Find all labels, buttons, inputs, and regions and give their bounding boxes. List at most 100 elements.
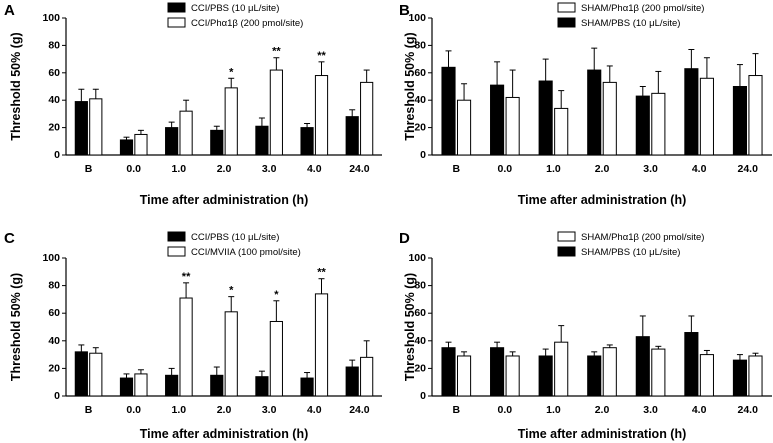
bar xyxy=(314,75,329,156)
bar xyxy=(179,110,193,156)
panel-label: C xyxy=(4,230,15,247)
bar xyxy=(699,77,714,156)
x-tick-label: 2.0 xyxy=(595,163,610,175)
y-tick-label: 60 xyxy=(48,67,60,79)
x-tick-label: B xyxy=(452,163,460,175)
x-tick-label: 3.0 xyxy=(643,163,658,175)
bar xyxy=(119,139,134,156)
y-tick-label: 40 xyxy=(414,94,426,106)
y-axis-title: Threshold 50% (g) xyxy=(9,32,23,140)
x-tick-label: 1.0 xyxy=(546,163,561,175)
bar xyxy=(269,320,283,397)
bar xyxy=(651,92,666,156)
y-tick-label: 100 xyxy=(42,12,60,24)
legend-label: CCI/Phα1β (200 pmol/site) xyxy=(191,18,303,29)
x-tick-label: 24.0 xyxy=(349,404,370,416)
bar xyxy=(345,366,359,397)
legend-swatch xyxy=(557,231,576,242)
bar xyxy=(602,81,617,156)
legend-label: SHAM/PBS (10 μL/site) xyxy=(581,247,680,258)
y-axis-title: Threshold 50% (g) xyxy=(403,273,417,381)
y-tick-label: 0 xyxy=(420,149,426,161)
bar xyxy=(224,87,238,156)
y-tick-label: 60 xyxy=(48,307,60,319)
bar xyxy=(89,98,103,156)
bar xyxy=(457,355,472,397)
y-tick-label: 80 xyxy=(414,39,426,51)
significance-marker: ** xyxy=(317,50,326,62)
y-axis-title: Threshold 50% (g) xyxy=(9,273,23,381)
y-tick-label: 20 xyxy=(414,122,426,134)
bar xyxy=(269,69,283,156)
significance-marker: ** xyxy=(317,267,326,279)
legend-swatch xyxy=(167,17,186,28)
bar xyxy=(210,374,224,397)
bar xyxy=(210,129,224,156)
bar xyxy=(699,354,714,397)
panel-label: A xyxy=(4,2,15,19)
y-tick-label: 100 xyxy=(42,252,60,264)
x-axis-title: Time after administration (h) xyxy=(518,427,687,441)
x-tick-label: 4.0 xyxy=(307,404,322,416)
bar xyxy=(89,352,103,397)
bar xyxy=(538,80,553,156)
legend-label: CCI/MVIIA (100 pmol/site) xyxy=(191,247,301,258)
bar xyxy=(300,127,314,156)
x-axis-title: Time after administration (h) xyxy=(140,193,309,207)
y-tick-label: 40 xyxy=(48,94,60,106)
legend-label: SHAM/Phα1β (200 pmol/site) xyxy=(581,3,704,14)
x-tick-label: 1.0 xyxy=(172,404,187,416)
y-tick-label: 0 xyxy=(420,390,426,402)
x-tick-label: B xyxy=(85,163,93,175)
bar xyxy=(538,355,553,397)
x-tick-label: 0.0 xyxy=(126,163,141,175)
bar xyxy=(134,373,148,397)
legend-swatch xyxy=(557,17,576,28)
x-tick-label: 0.0 xyxy=(498,163,513,175)
bar xyxy=(635,95,650,156)
y-tick-label: 20 xyxy=(48,122,60,134)
legend-swatch xyxy=(557,2,576,13)
legend-label: SHAM/Phα1β (200 pmol/site) xyxy=(581,232,704,243)
y-tick-label: 80 xyxy=(48,39,60,51)
bar xyxy=(360,81,374,156)
bar xyxy=(255,376,269,397)
bar xyxy=(360,356,374,397)
y-axis-title: Threshold 50% (g) xyxy=(403,32,417,140)
bar xyxy=(651,348,666,397)
chart-panel-a: A Threshold 50% (g) 0 20 40 60 80 100 B 0.0 1.0 2.0… xyxy=(4,2,382,207)
x-tick-label: 0.0 xyxy=(498,404,513,416)
y-tick-label: 100 xyxy=(408,252,426,264)
panel-label: D xyxy=(399,230,410,247)
bar xyxy=(587,69,602,156)
x-tick-label: 3.0 xyxy=(262,163,277,175)
bar xyxy=(165,374,179,397)
legend-label: SHAM/PBS (10 μL/site) xyxy=(581,18,680,29)
bar xyxy=(748,355,763,397)
x-axis-title: Time after administration (h) xyxy=(140,427,309,441)
bar xyxy=(179,297,193,397)
y-tick-label: 40 xyxy=(48,335,60,347)
bar xyxy=(748,75,763,156)
x-tick-label: 24.0 xyxy=(349,163,370,175)
y-tick-label: 0 xyxy=(54,390,60,402)
legend-swatch xyxy=(167,231,186,242)
bar xyxy=(134,133,148,156)
y-tick-label: 60 xyxy=(414,67,426,79)
x-tick-label: 1.0 xyxy=(546,404,561,416)
bar xyxy=(602,347,617,397)
bar xyxy=(74,101,88,156)
y-tick-label: 80 xyxy=(414,280,426,292)
x-axis-title: Time after administration (h) xyxy=(518,193,687,207)
bar xyxy=(490,347,505,397)
x-tick-label: 2.0 xyxy=(217,163,232,175)
bar xyxy=(635,336,650,397)
panel-label: B xyxy=(399,2,410,19)
x-tick-label: 2.0 xyxy=(217,404,232,416)
x-tick-label: 24.0 xyxy=(737,404,758,416)
y-tick-label: 20 xyxy=(414,362,426,374)
bar xyxy=(165,127,179,156)
x-tick-label: 24.0 xyxy=(737,163,758,175)
bar xyxy=(684,68,699,156)
bar xyxy=(224,311,238,397)
